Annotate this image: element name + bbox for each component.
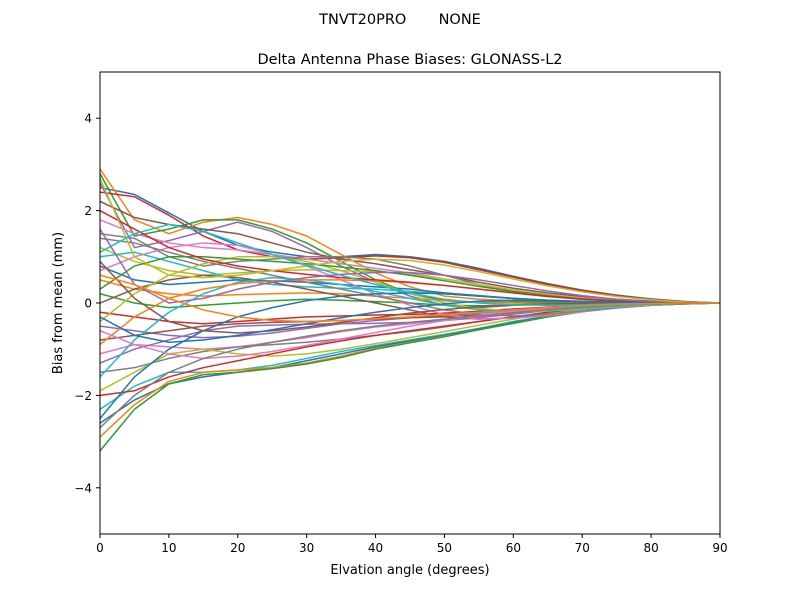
figure-suptitle: TNVT20PRO NONE	[318, 12, 481, 28]
y-tick-label: 0	[84, 297, 92, 311]
y-axis-label: Bias from mean (mm)	[51, 232, 66, 374]
y-tick-label: 4	[84, 112, 92, 126]
series-line-41	[100, 299, 720, 344]
series-line-34	[100, 209, 720, 304]
x-tick-label: 20	[230, 541, 245, 555]
x-tick-label: 60	[506, 541, 521, 555]
series-line-4	[100, 191, 720, 304]
x-axis-ticks: 0 10 20 30 40 50 60 70 80 90	[96, 534, 728, 555]
x-tick-label: 10	[161, 541, 176, 555]
x-tick-label: 40	[368, 541, 383, 555]
series-line-30	[100, 276, 720, 378]
x-axis-label: Elvation angle (degrees)	[330, 563, 489, 578]
x-tick-label: 70	[575, 541, 590, 555]
y-tick-label: −4	[74, 481, 92, 495]
plot-frame	[99, 71, 721, 535]
y-tick-label: 2	[84, 204, 92, 218]
x-tick-label: 90	[712, 541, 727, 555]
x-tick-label: 30	[299, 541, 314, 555]
series-line-36	[100, 260, 720, 334]
series-line-28	[100, 237, 720, 317]
series-line-35	[100, 228, 720, 304]
x-tick-label: 0	[96, 541, 104, 555]
series-line-42	[100, 274, 720, 323]
chart-title: Delta Antenna Phase Biases: GLONASS-L2	[257, 52, 562, 68]
x-tick-label: 50	[437, 541, 452, 555]
series-line-39	[100, 177, 720, 304]
y-axis-ticks: −4 −2 0 2 4	[74, 112, 100, 495]
x-tick-label: 80	[643, 541, 658, 555]
series-layer	[100, 168, 720, 452]
y-tick-label: −2	[74, 389, 92, 403]
